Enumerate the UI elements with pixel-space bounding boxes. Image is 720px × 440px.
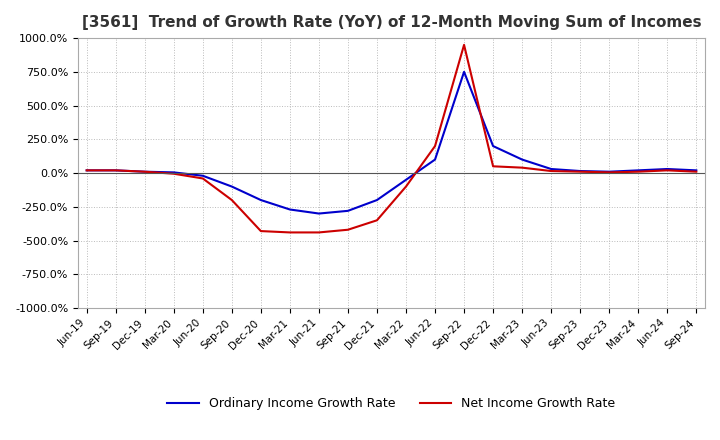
Ordinary Income Growth Rate <box>256 198 265 203</box>
Net Income Growth Rate <box>460 42 469 48</box>
Net Income Growth Rate <box>605 170 613 175</box>
Net Income Growth Rate <box>546 169 555 174</box>
Ordinary Income Growth Rate <box>576 169 585 174</box>
Net Income Growth Rate <box>140 169 149 174</box>
Net Income Growth Rate <box>489 164 498 169</box>
Ordinary Income Growth Rate <box>199 173 207 178</box>
Ordinary Income Growth Rate <box>431 157 439 162</box>
Legend: Ordinary Income Growth Rate, Net Income Growth Rate: Ordinary Income Growth Rate, Net Income … <box>163 392 621 415</box>
Ordinary Income Growth Rate <box>460 69 469 74</box>
Net Income Growth Rate <box>431 143 439 149</box>
Line: Net Income Growth Rate: Net Income Growth Rate <box>86 45 696 232</box>
Ordinary Income Growth Rate <box>140 169 149 174</box>
Net Income Growth Rate <box>82 168 91 173</box>
Ordinary Income Growth Rate <box>634 168 642 173</box>
Ordinary Income Growth Rate <box>605 169 613 174</box>
Ordinary Income Growth Rate <box>315 211 323 216</box>
Net Income Growth Rate <box>228 198 236 203</box>
Net Income Growth Rate <box>112 168 120 173</box>
Ordinary Income Growth Rate <box>692 168 701 173</box>
Line: Ordinary Income Growth Rate: Ordinary Income Growth Rate <box>86 72 696 213</box>
Ordinary Income Growth Rate <box>663 166 672 172</box>
Net Income Growth Rate <box>343 227 352 232</box>
Ordinary Income Growth Rate <box>112 168 120 173</box>
Ordinary Income Growth Rate <box>82 168 91 173</box>
Net Income Growth Rate <box>634 169 642 174</box>
Net Income Growth Rate <box>576 169 585 174</box>
Net Income Growth Rate <box>199 176 207 181</box>
Ordinary Income Growth Rate <box>286 207 294 212</box>
Ordinary Income Growth Rate <box>489 143 498 149</box>
Ordinary Income Growth Rate <box>402 177 410 183</box>
Net Income Growth Rate <box>402 184 410 189</box>
Ordinary Income Growth Rate <box>169 170 178 175</box>
Ordinary Income Growth Rate <box>343 208 352 213</box>
Net Income Growth Rate <box>663 168 672 173</box>
Net Income Growth Rate <box>373 218 382 223</box>
Net Income Growth Rate <box>256 228 265 234</box>
Net Income Growth Rate <box>518 165 526 170</box>
Ordinary Income Growth Rate <box>228 184 236 189</box>
Ordinary Income Growth Rate <box>373 198 382 203</box>
Net Income Growth Rate <box>692 169 701 174</box>
Net Income Growth Rate <box>169 171 178 176</box>
Ordinary Income Growth Rate <box>518 157 526 162</box>
Ordinary Income Growth Rate <box>546 166 555 172</box>
Net Income Growth Rate <box>315 230 323 235</box>
Net Income Growth Rate <box>286 230 294 235</box>
Title: [3561]  Trend of Growth Rate (YoY) of 12-Month Moving Sum of Incomes: [3561] Trend of Growth Rate (YoY) of 12-… <box>81 15 701 30</box>
